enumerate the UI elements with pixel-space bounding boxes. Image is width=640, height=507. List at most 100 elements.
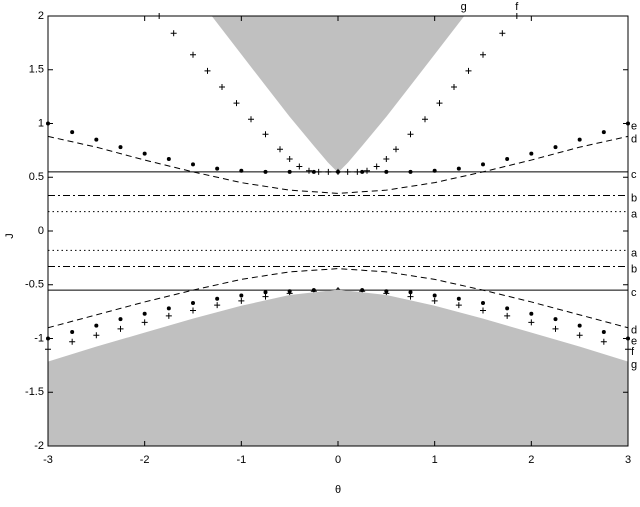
x-tick-label: -1 (236, 454, 246, 466)
y-tick-label: 0.5 (29, 171, 44, 183)
cross-marker (407, 293, 414, 300)
y-tick-label: 0 (38, 225, 44, 237)
cross-marker (422, 116, 428, 123)
y-tick-label: 1 (38, 117, 44, 129)
dot-marker (529, 151, 534, 156)
dot-marker (142, 151, 147, 156)
curve-label: c (631, 287, 637, 299)
cross-marker (552, 325, 559, 332)
cross-marker (69, 338, 76, 345)
cross-marker (248, 116, 254, 123)
cross-marker (296, 163, 303, 170)
cross-marker (364, 167, 370, 174)
dot-marker (408, 290, 413, 295)
cross-marker (465, 67, 472, 74)
cross-marker (141, 319, 148, 326)
x-tick-label: 0 (335, 454, 341, 466)
curve-label: f (631, 346, 635, 358)
cross-marker (262, 293, 269, 300)
curve-label: e (631, 120, 637, 132)
dot-marker (553, 317, 558, 322)
dot-marker (577, 137, 582, 142)
curve-label: a (631, 209, 638, 221)
dot-marker (215, 296, 220, 301)
dot-marker (94, 137, 99, 142)
y-tick-label: 2 (38, 10, 44, 22)
cross-marker (600, 338, 607, 345)
region-fill (48, 290, 628, 446)
cross-marker (407, 131, 414, 138)
dot-marker (505, 156, 510, 161)
region-fill (212, 16, 464, 172)
cross-marker (499, 30, 506, 37)
x-axis-label: θ (335, 484, 341, 496)
dot-marker (215, 166, 220, 171)
cross-marker (233, 100, 240, 107)
cross-marker (214, 302, 221, 309)
cross-marker (576, 332, 583, 339)
cross-marker (504, 312, 511, 319)
cross-marker (431, 297, 438, 304)
dot-marker (553, 145, 558, 150)
dot-marker (456, 166, 461, 171)
cross-marker (373, 163, 380, 170)
cross-marker (383, 155, 390, 162)
cross-marker (170, 30, 177, 37)
y-tick-label: 1.5 (29, 64, 44, 76)
cross-marker (204, 67, 211, 74)
x-tick-label: 2 (528, 454, 534, 466)
dot-marker (118, 145, 123, 150)
cross-marker (219, 83, 225, 90)
cross-marker (190, 307, 196, 314)
curve-label: b (631, 263, 637, 275)
line (47, 268, 629, 329)
dot-marker (166, 306, 171, 311)
region-boundary (47, 289, 629, 363)
y-tick-label: -1.5 (25, 386, 44, 398)
dot-marker (529, 311, 534, 316)
dot-marker (70, 330, 75, 335)
x-tick-label: -3 (43, 454, 53, 466)
dot-marker (577, 323, 582, 328)
x-tick-label: 1 (432, 454, 438, 466)
dot-marker (118, 317, 123, 322)
dot-marker (432, 293, 437, 298)
dot-marker (601, 330, 606, 335)
dot-marker (505, 306, 510, 311)
dot-marker (481, 301, 485, 306)
cross-marker (93, 332, 100, 339)
y-tick-label: -1 (34, 332, 44, 344)
cross-marker (436, 100, 443, 107)
dot-marker (601, 130, 606, 135)
cross-marker (165, 312, 172, 319)
dot-marker (239, 293, 244, 298)
line (47, 135, 629, 194)
dot-marker (94, 323, 99, 328)
curve-label: c (631, 169, 637, 181)
cross-marker (117, 325, 124, 332)
cross-marker (277, 146, 283, 153)
dot-marker (166, 156, 171, 161)
curve-label: d (631, 325, 637, 337)
dot-marker (70, 130, 75, 135)
cross-marker (455, 302, 462, 309)
cross-marker (480, 307, 486, 314)
dot-marker (263, 290, 268, 295)
cross-marker (286, 155, 293, 162)
dot-marker (191, 162, 195, 167)
cross-marker (393, 146, 399, 153)
cross-marker (238, 297, 245, 304)
cross-marker (306, 167, 312, 174)
y-tick-label: -0.5 (25, 279, 44, 291)
dot-marker (481, 162, 485, 167)
curve-label: a (631, 247, 638, 259)
dot-marker (456, 296, 461, 301)
cross-marker (480, 51, 486, 58)
curve-label: e (631, 335, 637, 347)
x-tick-label: 3 (625, 454, 631, 466)
cross-marker (451, 83, 457, 90)
curve-label: d (631, 133, 637, 145)
cross-marker (190, 51, 196, 58)
curve-label: b (631, 192, 637, 204)
